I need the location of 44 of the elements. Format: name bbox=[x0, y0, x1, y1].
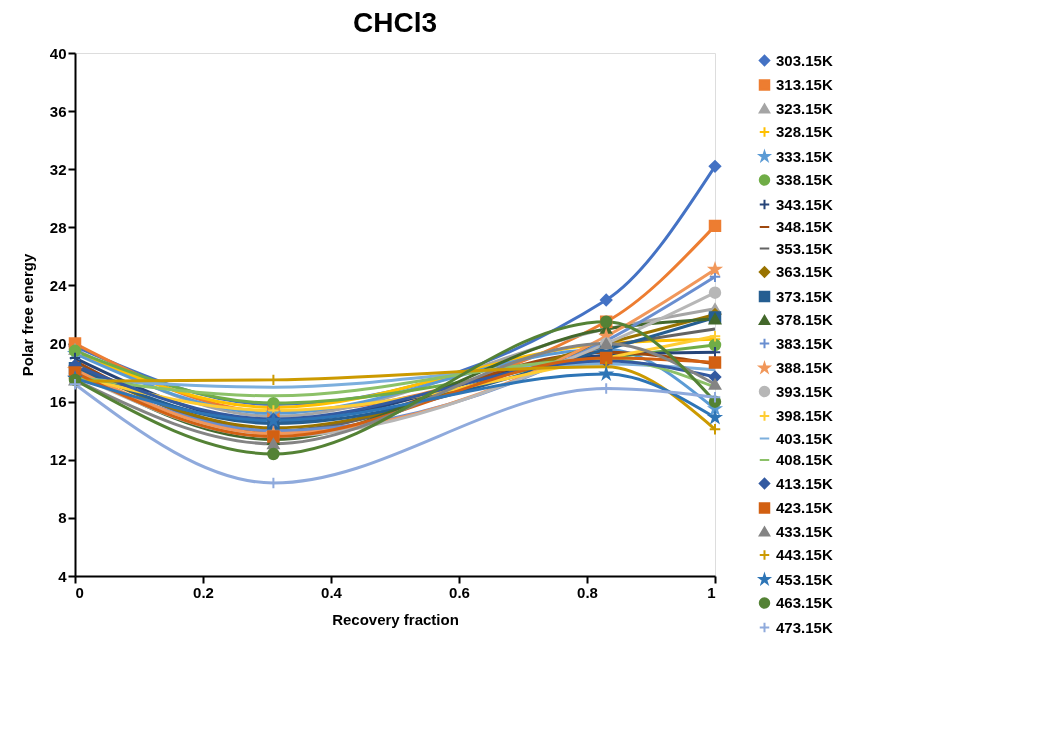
y-tick-label: 36 bbox=[49, 102, 67, 120]
legend-label: 443.15K bbox=[776, 546, 833, 563]
legend-label: 413.15K bbox=[776, 474, 833, 492]
legend-label: 473.15K bbox=[776, 618, 833, 636]
legend-label: 303.15K bbox=[776, 51, 833, 69]
chart-title: CHCl3 bbox=[352, 7, 438, 38]
y-tick-label: 16 bbox=[49, 393, 67, 411]
legend-label: 388.15K bbox=[776, 359, 833, 376]
legend-label: 343.15K bbox=[776, 195, 833, 213]
y-tick-label: 8 bbox=[58, 509, 67, 527]
y-tick-label: 4 bbox=[58, 567, 68, 585]
legend-label: 398.15K bbox=[776, 407, 833, 424]
y-tick-label: 32 bbox=[49, 160, 67, 178]
y-tick-label: 20 bbox=[49, 335, 67, 353]
legend-label: 353.15K bbox=[776, 239, 833, 257]
x-tick-label: 0.8 bbox=[577, 583, 598, 601]
legend-label: 463.15K bbox=[776, 594, 833, 611]
legend-label: 338.15K bbox=[776, 171, 833, 188]
legend-label: 363.15K bbox=[776, 263, 833, 280]
x-axis-title: Recovery fraction bbox=[332, 610, 459, 628]
legend-label: 408.15K bbox=[776, 451, 833, 468]
x-tick-label: 1 bbox=[707, 583, 716, 601]
legend-label: 393.15K bbox=[776, 382, 833, 400]
x-tick-label: 0 bbox=[75, 583, 84, 601]
legend-label: 453.15K bbox=[776, 570, 833, 588]
legend-label: 328.15K bbox=[776, 123, 833, 140]
legend-label: 433.15K bbox=[776, 522, 833, 540]
legend-label: 313.15K bbox=[776, 76, 833, 93]
legend-label: 323.15K bbox=[776, 99, 833, 117]
legend-label: 383.15K bbox=[776, 334, 833, 352]
legend-label: 348.15K bbox=[776, 218, 833, 235]
legend-label: 333.15K bbox=[776, 147, 833, 165]
legend-label: 373.15K bbox=[776, 287, 833, 305]
y-tick-label: 40 bbox=[49, 44, 67, 62]
x-tick-label: 0.6 bbox=[449, 583, 470, 601]
x-tick-label: 0.2 bbox=[193, 583, 214, 601]
y-tick-label: 24 bbox=[49, 276, 68, 294]
y-axis-title: Polar free energy bbox=[18, 253, 36, 377]
y-tick-label: 12 bbox=[49, 451, 67, 469]
legend-label: 378.15K bbox=[776, 311, 833, 328]
legend-label: 423.15K bbox=[776, 499, 833, 516]
legend-label: 403.15K bbox=[776, 429, 833, 447]
y-tick-label: 28 bbox=[49, 218, 67, 236]
x-tick-label: 0.4 bbox=[321, 583, 343, 601]
